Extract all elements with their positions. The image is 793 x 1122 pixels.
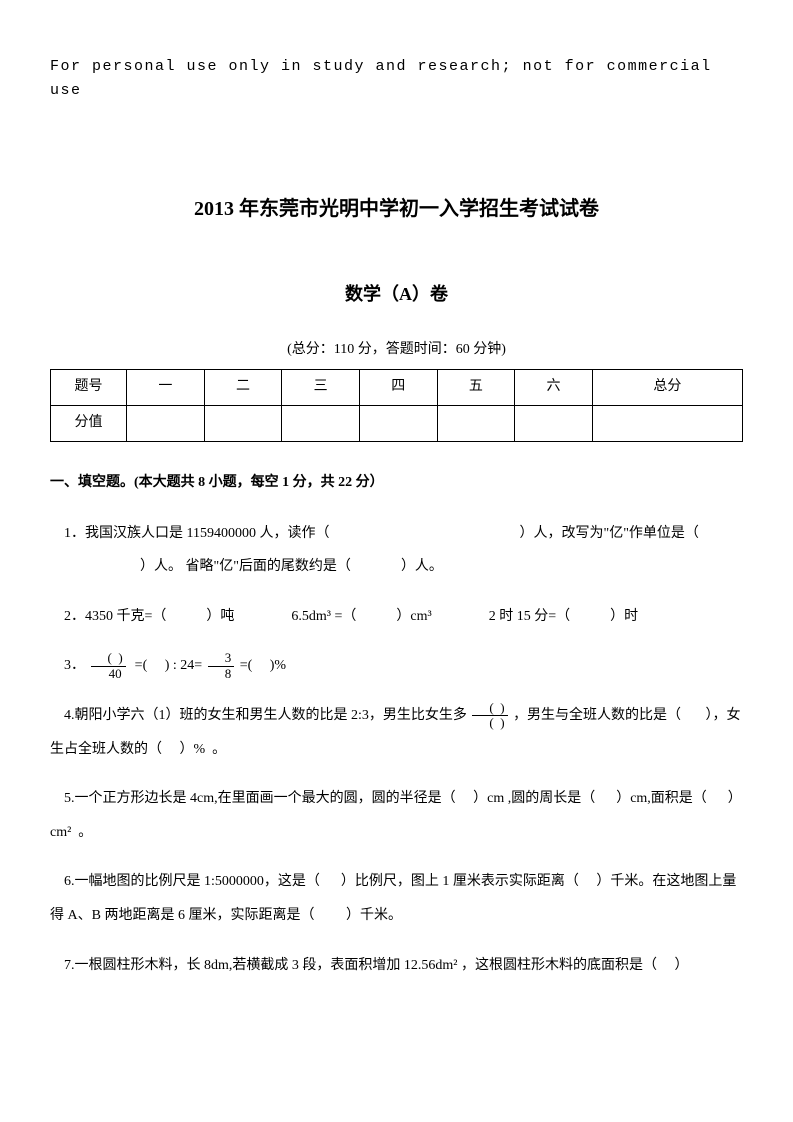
table-cell: 题号 xyxy=(51,370,127,406)
table-cell: 二 xyxy=(204,370,282,406)
q3-text-c: =( )% xyxy=(240,658,286,673)
fraction-denominator: 8 xyxy=(208,667,235,681)
table-cell: 四 xyxy=(359,370,437,406)
fraction-denominator: ( ) xyxy=(472,716,507,730)
question-5: 5.一个正方形边长是 4cm,在里面画一个最大的圆，圆的半径是（ ）cm ,圆的… xyxy=(50,782,743,849)
question-6: 6.一幅地图的比例尺是 1:5000000，这是（ ）比例尺，图上 1 厘米表示… xyxy=(50,865,743,932)
fraction-numerator: ( ) xyxy=(472,701,507,716)
table-cell: 分值 xyxy=(51,406,127,442)
question-2: 2．4350 千克=（ ）吨 6.5dm³ =（ ）cm³ 2 时 15 分=（ ）时 xyxy=(50,600,743,634)
table-cell xyxy=(127,406,205,442)
q2-text-c: 6.5dm³ =（ xyxy=(291,609,356,624)
question-1: 1．我国汉族人口是 1159400000 人，读作（ ）人，改写为"亿"作单位是（… xyxy=(50,517,743,584)
q1-text-d: ）人。 xyxy=(401,559,443,574)
table-cell xyxy=(204,406,282,442)
fraction-numerator: 3 xyxy=(208,651,235,666)
sub-title: 数学（A）卷 xyxy=(50,280,743,309)
exam-info: (总分：110 分，答题时间：60 分钟) xyxy=(50,339,743,361)
q4-text-a: 4.朝阳小学六（1）班的女生和男生人数的比是 2:3，男生比女生多 xyxy=(64,708,467,723)
main-title: 2013 年东莞市光明中学初一入学招生考试试卷 xyxy=(50,193,743,225)
q3-text-b: =( ) : 24= xyxy=(131,658,202,673)
table-cell: 三 xyxy=(282,370,360,406)
question-4: 4.朝阳小学六（1）班的女生和男生人数的比是 2:3，男生比女生多 ( ) ( … xyxy=(50,699,743,766)
fraction: ( ) 40 xyxy=(91,651,126,681)
score-table: 题号 一 二 三 四 五 六 总分 分值 xyxy=(50,369,743,442)
fraction-denominator: 40 xyxy=(91,667,126,681)
question-3: 3． ( ) 40 =( ) : 24= 3 8 =( )% xyxy=(50,649,743,683)
table-row: 题号 一 二 三 四 五 六 总分 xyxy=(51,370,743,406)
q1-text-c: ）人。 省略"亿"后面的尾数约是（ xyxy=(140,559,351,574)
section-heading: 一、填空题。(本大题共 8 小题，每空 1 分，共 22 分） xyxy=(50,472,743,494)
fraction: ( ) ( ) xyxy=(472,701,507,731)
table-cell xyxy=(359,406,437,442)
table-cell: 六 xyxy=(515,370,593,406)
table-cell: 五 xyxy=(437,370,515,406)
q2-text-a: 2．4350 千克=（ xyxy=(64,609,166,624)
q2-text-d: ）cm³ xyxy=(396,609,431,624)
q1-text-b: ）人，改写为"亿"作单位是（ xyxy=(519,526,698,541)
q2-text-b: ）吨 xyxy=(206,609,234,624)
question-7: 7.一根圆柱形木料，长 8dm,若横截成 3 段，表面积增加 12.56dm² … xyxy=(50,949,743,983)
q1-text-a: 1．我国汉族人口是 1159400000 人，读作（ xyxy=(64,526,329,541)
table-row: 分值 xyxy=(51,406,743,442)
table-cell: 一 xyxy=(127,370,205,406)
table-cell xyxy=(515,406,593,442)
table-cell: 总分 xyxy=(592,370,742,406)
table-cell xyxy=(592,406,742,442)
q2-text-f: ）时 xyxy=(610,609,638,624)
fraction: 3 8 xyxy=(208,651,235,681)
q2-text-e: 2 时 15 分=（ xyxy=(489,609,570,624)
header-notice: For personal use only in study and resea… xyxy=(50,55,743,103)
table-cell xyxy=(282,406,360,442)
fraction-numerator: ( ) xyxy=(91,651,126,666)
table-cell xyxy=(437,406,515,442)
q3-text-a: 3． xyxy=(64,658,85,673)
